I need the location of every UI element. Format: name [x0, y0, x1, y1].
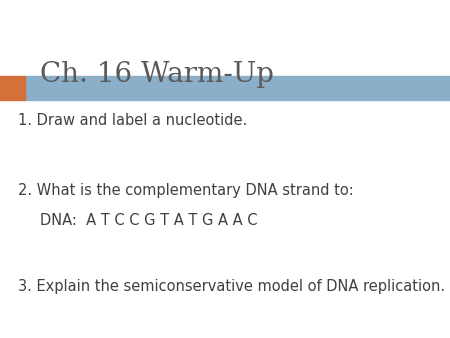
Text: 2. What is the complementary DNA strand to:: 2. What is the complementary DNA strand … — [18, 183, 354, 197]
Text: 3. Explain the semiconservative model of DNA replication.: 3. Explain the semiconservative model of… — [18, 279, 445, 294]
Text: Ch. 16 Warm-Up: Ch. 16 Warm-Up — [40, 61, 274, 88]
Text: 1. Draw and label a nucleotide.: 1. Draw and label a nucleotide. — [18, 113, 247, 128]
Text: DNA:  A T C C G T A T G A A C: DNA: A T C C G T A T G A A C — [40, 213, 258, 228]
